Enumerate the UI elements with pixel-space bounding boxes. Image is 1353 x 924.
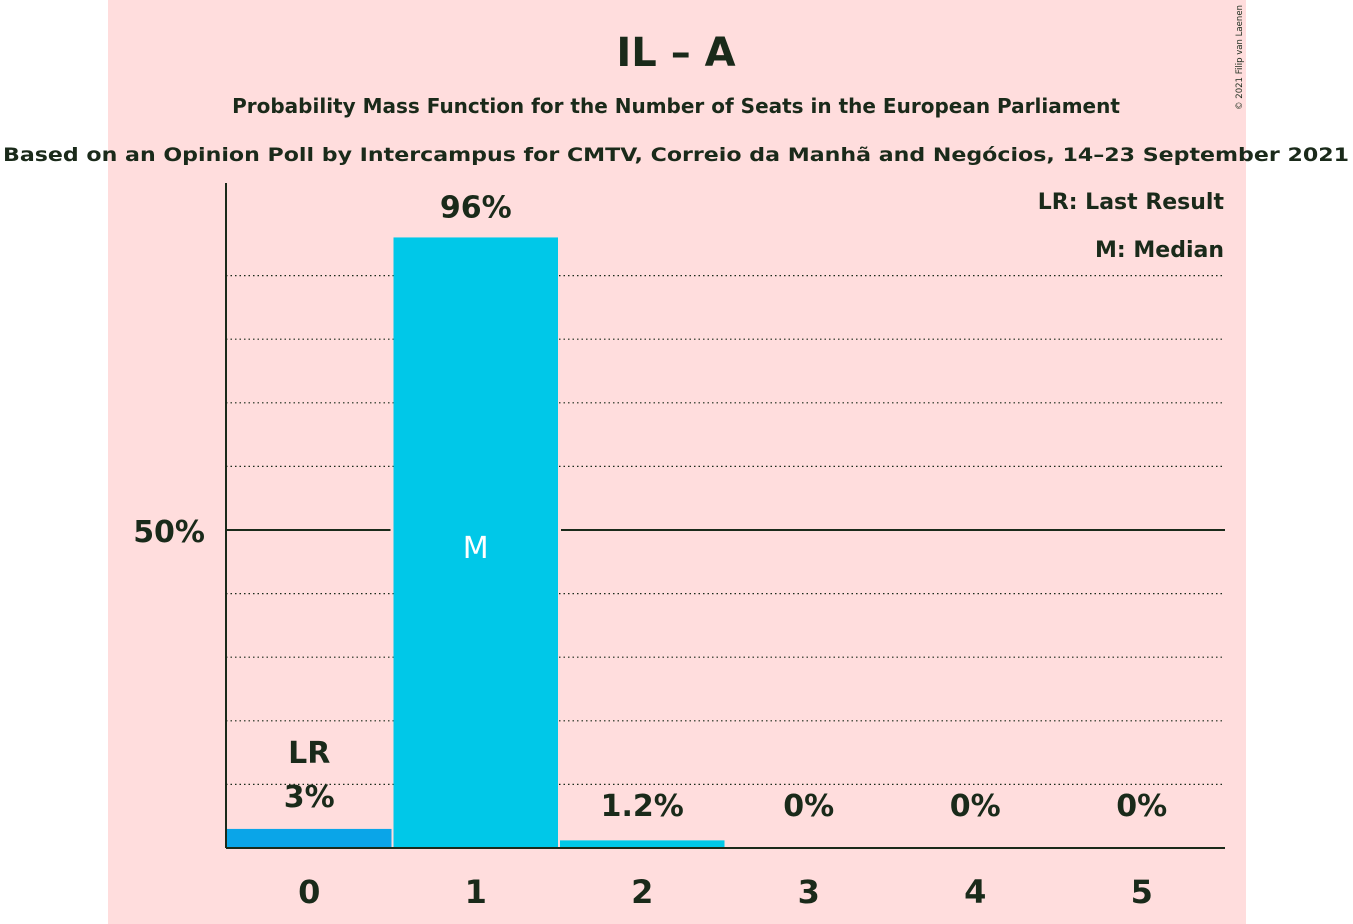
median-marker: M [463, 531, 489, 566]
legend-median: M: Median [1095, 238, 1224, 263]
bar-gap-left [390, 528, 394, 532]
x-tick-label: 4 [964, 873, 986, 911]
value-label: 0% [1116, 789, 1167, 824]
legend-last-result: LR: Last Result [1038, 190, 1225, 215]
chart-background [108, 0, 1246, 924]
value-label: 96% [440, 190, 512, 225]
value-label: 0% [950, 789, 1001, 824]
chart-title: IL – A [616, 30, 735, 76]
y-tick-label: 50% [133, 515, 205, 550]
value-label: 3% [284, 780, 335, 815]
last-result-marker: LR [288, 736, 330, 771]
bar [227, 828, 392, 848]
bar [560, 840, 725, 848]
bar-gap-right [558, 528, 561, 532]
value-label: 0% [783, 789, 834, 824]
chart-source: Based on an Opinion Poll by Intercampus … [3, 144, 1349, 166]
x-tick-label: 3 [798, 873, 820, 911]
x-tick-label: 0 [298, 873, 320, 911]
x-tick-label: 5 [1131, 873, 1153, 911]
value-label: 1.2% [601, 789, 684, 824]
copyright-note: © 2021 Filip van Laenen [1235, 5, 1245, 110]
chart-subtitle: Probability Mass Function for the Number… [232, 94, 1120, 118]
x-tick-label: 1 [465, 873, 487, 911]
bar [393, 237, 558, 848]
x-tick-label: 2 [631, 873, 653, 911]
